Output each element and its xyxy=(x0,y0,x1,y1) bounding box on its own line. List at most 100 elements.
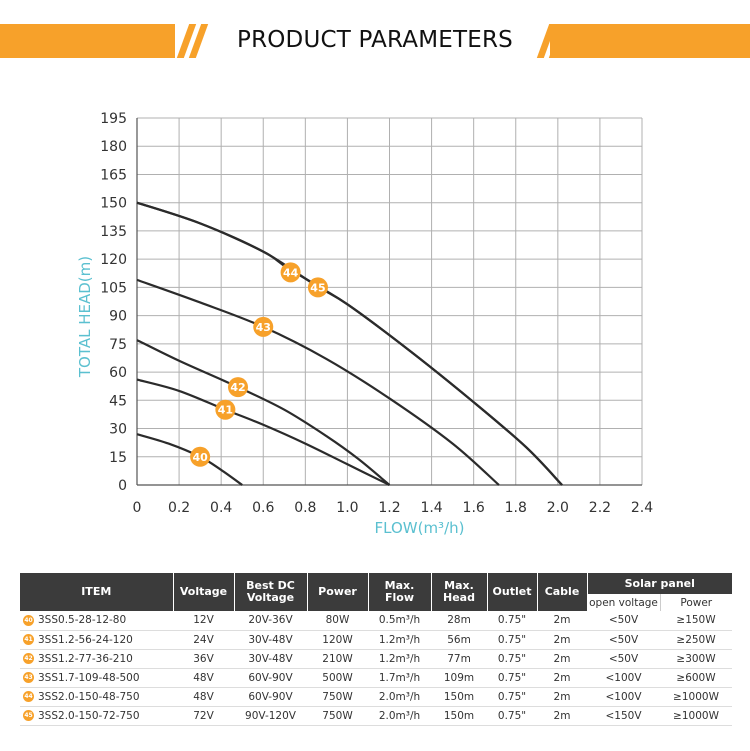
series-line-45 xyxy=(136,201,563,486)
series-marker-label: 43 xyxy=(256,321,271,334)
y-axis-title: TOTAL HEAD(m) xyxy=(76,256,94,378)
cell-power: 210W xyxy=(307,649,368,669)
cell-item: 44 3SS2.0-150-48-750 xyxy=(20,687,173,707)
table-row: 43 3SS1.7-109-48-500 48V 60V-90V 500W 1.7m³/h… xyxy=(20,668,733,688)
cell-best-dc: 30V-48V xyxy=(234,630,307,650)
table-row: 44 3SS2.0-150-48-750 48V 60V-90V 750W 2.0m³/h… xyxy=(20,687,733,707)
series-marker-44 xyxy=(280,262,301,283)
cell-voltage: 48V xyxy=(173,668,234,688)
cell-item: 42 3SS1.2-77-36-210 xyxy=(20,649,173,669)
item-label: 3SS1.2-56-24-120 xyxy=(38,633,133,646)
cell-voltage: 12V xyxy=(173,611,234,631)
x-tick-label: 1.8 xyxy=(505,500,527,516)
cell-max-flow: 2.0m³/h xyxy=(368,687,431,707)
cell-max-head: 150m xyxy=(431,687,487,707)
col-max-flow: Max. Flow xyxy=(368,573,432,611)
cell-best-dc: 60V-90V xyxy=(234,687,307,707)
cell-voltage: 36V xyxy=(173,649,234,669)
item-label: 3SS1.2-77-36-210 xyxy=(38,652,133,665)
banner-bar-left xyxy=(0,24,175,58)
col-best-dc-voltage: Best DC Voltage xyxy=(234,573,308,611)
cell-power: 120W xyxy=(307,630,368,650)
row-badge: 41 xyxy=(23,634,34,645)
y-tick-label: 120 xyxy=(100,252,127,268)
cell-cable: 2m xyxy=(537,611,587,631)
x-tick-label: 1.0 xyxy=(336,500,358,516)
series-line-43 xyxy=(136,278,500,486)
cell-outlet: 0.75" xyxy=(487,611,537,631)
item-label: 3SS1.7-109-48-500 xyxy=(38,671,140,684)
y-tick-label: 15 xyxy=(109,450,127,466)
cell-power: 750W xyxy=(307,706,368,726)
cell-item: 43 3SS1.7-109-48-500 xyxy=(20,668,173,688)
cell-voltage: 48V xyxy=(173,687,234,707)
col-solar-power: Power xyxy=(660,594,733,611)
col-item: ITEM xyxy=(20,573,174,611)
x-tick-label: 2.4 xyxy=(631,500,653,516)
series-line-40 xyxy=(136,433,243,486)
table-row: 40 3SS0.5-28-12-80 12V 20V-36V 80W 0.5m³/h 28m… xyxy=(20,611,733,631)
y-tick-label: 0 xyxy=(118,478,127,494)
cell-max-flow: 0.5m³/h xyxy=(368,611,431,631)
x-tick-label: 2.0 xyxy=(547,500,569,516)
cell-outlet: 0.75" xyxy=(487,687,537,707)
x-tick-label: 2.2 xyxy=(589,500,611,516)
cell-max-flow: 2.0m³/h xyxy=(368,706,431,726)
col-voltage: Voltage xyxy=(173,573,235,611)
cell-max-flow: 1.7m³/h xyxy=(368,668,431,688)
y-tick-label: 135 xyxy=(100,224,127,240)
cell-solar-power: ≥300W xyxy=(660,649,733,669)
series-marker-label: 42 xyxy=(230,381,245,394)
cell-solar-open: <50V xyxy=(587,611,660,631)
x-tick-label: 0.2 xyxy=(168,500,190,516)
cell-solar-power: ≥600W xyxy=(660,668,733,688)
y-tick-label: 30 xyxy=(109,422,127,438)
cell-cable: 2m xyxy=(537,668,587,688)
series-marker-label: 45 xyxy=(310,281,325,294)
y-tick-label: 150 xyxy=(100,196,127,212)
cell-best-dc: 20V-36V xyxy=(234,611,307,631)
series-marker-label: 40 xyxy=(192,451,208,464)
banner-bar-right xyxy=(550,24,750,58)
cell-best-dc: 90V-120V xyxy=(234,706,307,726)
x-tick-label: 0.4 xyxy=(210,500,232,516)
cell-voltage: 72V xyxy=(173,706,234,726)
series-marker-43 xyxy=(253,316,274,337)
x-axis-title: FLOW(m³/h) xyxy=(375,519,465,537)
y-tick-label: 195 xyxy=(100,111,127,127)
chart-markers: 40 41 42 43 44 45 xyxy=(190,262,328,467)
cell-outlet: 0.75" xyxy=(487,706,537,726)
series-marker-label: 41 xyxy=(218,404,233,417)
y-tick-label: 45 xyxy=(109,393,127,409)
chart-axes: 0 0.2 0.4 0.6 0.8 1.0 1.2 1.4 1.6 1.8 2.0 2.2 2.4 0 15… xyxy=(100,111,653,516)
cell-solar-open: <50V xyxy=(587,630,660,650)
specs-table: ITEM Voltage Best DC Voltage Power Max. … xyxy=(20,573,733,726)
y-tick-label: 165 xyxy=(100,167,127,183)
y-tick-label: 90 xyxy=(109,309,127,325)
col-cable: Cable xyxy=(537,573,588,611)
cell-max-head: 150m xyxy=(431,706,487,726)
specs-table-body: 40 3SS0.5-28-12-80 12V 20V-36V 80W 0.5m³/h 28m… xyxy=(20,611,733,726)
cell-max-flow: 1.2m³/h xyxy=(368,649,431,669)
row-badge: 44 xyxy=(23,691,34,702)
series-line-42 xyxy=(136,339,391,486)
x-tick-label: 0.8 xyxy=(294,500,316,516)
cell-max-head: 56m xyxy=(431,630,487,650)
table-row: 45 3SS2.0-150-72-750 72V 90V-120V 750W 2.0m³/… xyxy=(20,706,733,726)
cell-max-head: 109m xyxy=(431,668,487,688)
cell-voltage: 24V xyxy=(173,630,234,650)
x-tick-label: 0 xyxy=(133,500,142,516)
x-tick-label: 1.2 xyxy=(378,500,400,516)
cell-power: 500W xyxy=(307,668,368,688)
chart-grid xyxy=(136,117,643,486)
cell-outlet: 0.75" xyxy=(487,630,537,650)
cell-solar-power: ≥150W xyxy=(660,611,733,631)
series-marker-42 xyxy=(228,377,248,398)
cell-item: 45 3SS2.0-150-72-750 xyxy=(20,706,173,726)
cell-cable: 2m xyxy=(537,687,587,707)
cell-solar-power: ≥250W xyxy=(660,630,733,650)
col-solar-open-voltage: open voltage xyxy=(587,594,661,611)
cell-solar-open: <150V xyxy=(587,706,660,726)
y-tick-label: 60 xyxy=(109,365,127,381)
row-badge: 42 xyxy=(23,653,34,664)
